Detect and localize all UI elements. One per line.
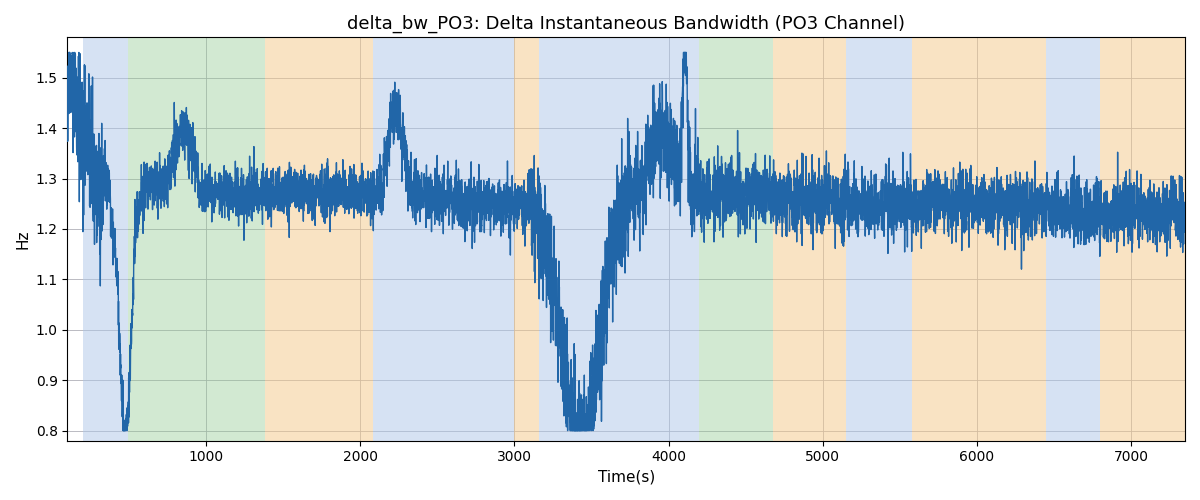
Bar xyxy=(373,38,515,440)
Bar xyxy=(1046,38,1100,440)
Y-axis label: Hz: Hz xyxy=(16,230,30,249)
Bar xyxy=(912,38,1046,440)
Bar xyxy=(127,38,265,440)
Bar xyxy=(1100,38,1186,440)
Bar xyxy=(83,38,127,440)
Bar xyxy=(846,38,912,440)
Bar xyxy=(265,38,373,440)
X-axis label: Time(s): Time(s) xyxy=(598,470,655,485)
Bar xyxy=(515,38,539,440)
Bar xyxy=(680,38,700,440)
Bar xyxy=(774,38,846,440)
Title: delta_bw_PO3: Delta Instantaneous Bandwidth (PO3 Channel): delta_bw_PO3: Delta Instantaneous Bandwi… xyxy=(347,15,905,34)
Bar xyxy=(700,38,774,440)
Bar xyxy=(539,38,680,440)
